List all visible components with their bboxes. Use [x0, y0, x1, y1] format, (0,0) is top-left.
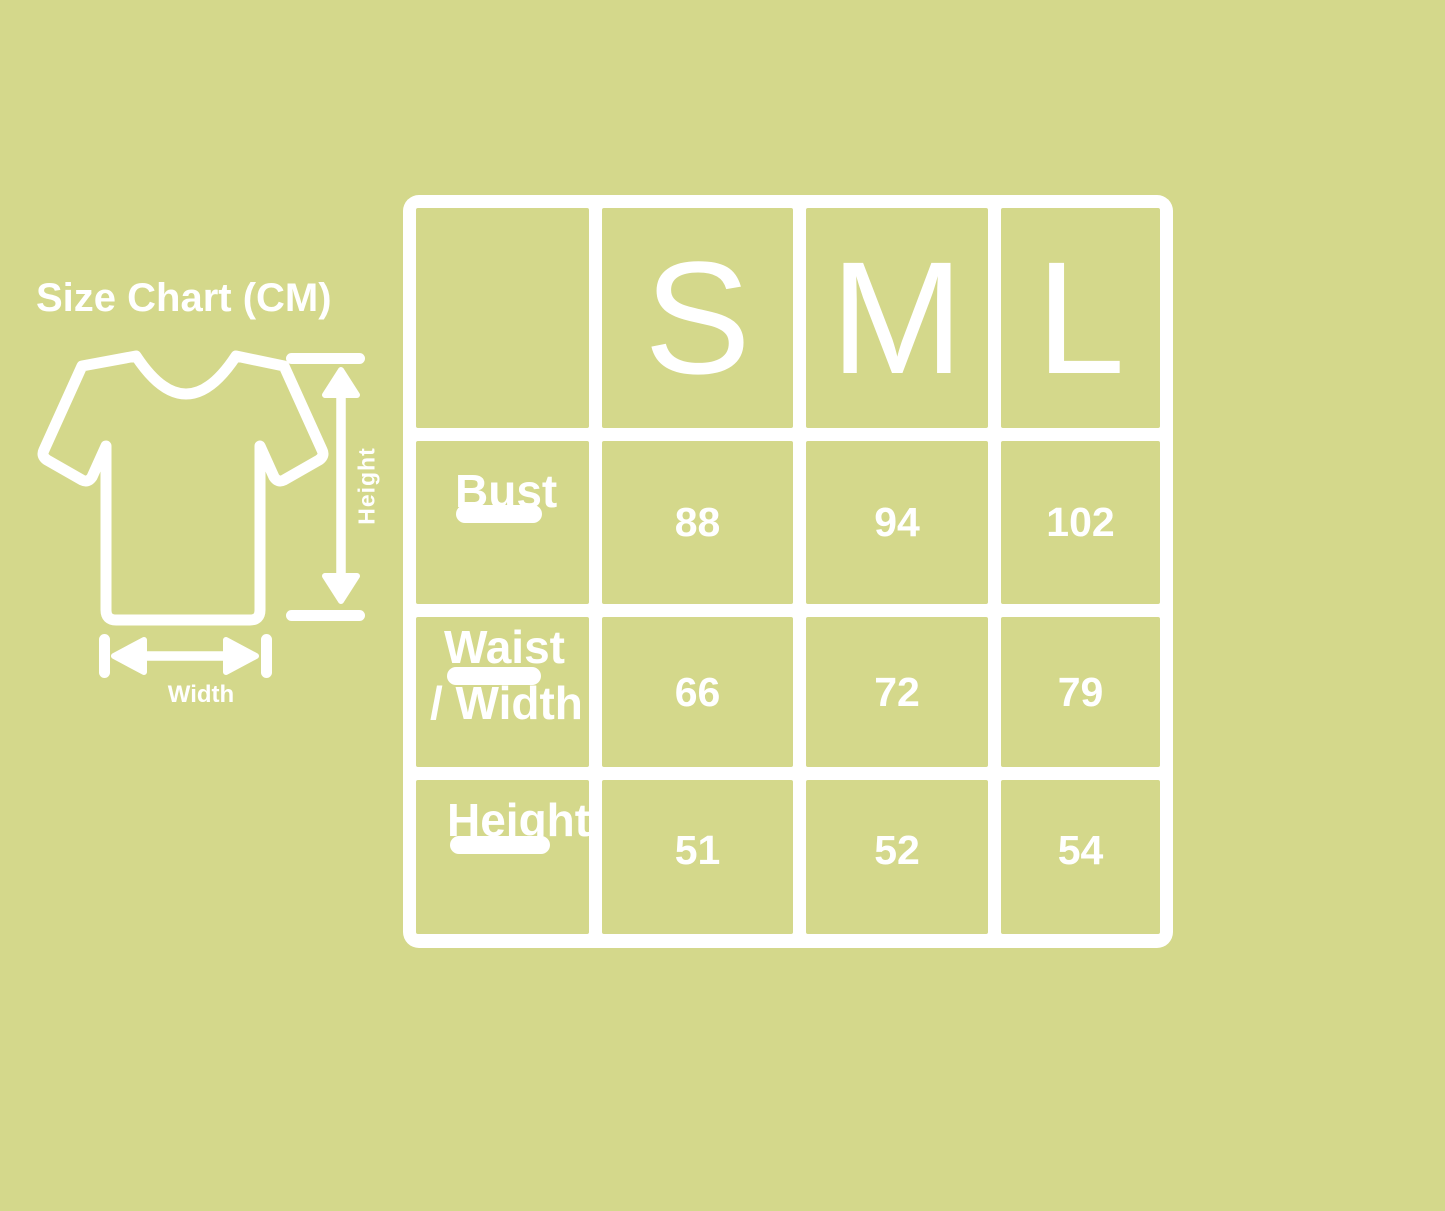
- width-arrow-icon: [99, 634, 272, 678]
- page-title: Size Chart (CM): [36, 276, 332, 320]
- row-label-word2: / Width: [430, 677, 583, 729]
- column-header-label: L: [1036, 228, 1125, 407]
- size-table: S M L Bust 88 94 102 Waist / Width 66: [403, 195, 1173, 948]
- tshirt-measurement-diagram: [37, 350, 365, 678]
- label-underline: [447, 667, 541, 685]
- cell-bust-l: 102: [1001, 441, 1160, 604]
- cell-waist-s: 66: [602, 617, 793, 767]
- label-underline: [456, 505, 542, 523]
- cell-value: 54: [1057, 826, 1104, 873]
- width-axis-label: Width: [167, 681, 235, 708]
- table-corner-cell: [416, 208, 589, 428]
- label-underline: [450, 836, 550, 854]
- column-header-l: L: [1001, 208, 1160, 428]
- cell-value: 52: [874, 826, 920, 873]
- cell-bust-m: 94: [806, 441, 988, 604]
- column-header-s: S: [602, 208, 793, 428]
- cell-bust-s: 88: [602, 441, 793, 604]
- row-label-waist-width: Waist / Width: [416, 617, 589, 767]
- tshirt-icon: [37, 350, 329, 626]
- cell-height-s: 51: [602, 780, 793, 934]
- height-arrow-icon: [286, 353, 365, 621]
- column-header-label: S: [644, 228, 751, 407]
- column-header-label: M: [830, 228, 964, 407]
- cell-height-m: 52: [806, 780, 988, 934]
- cell-waist-l: 79: [1001, 617, 1160, 767]
- cell-waist-m: 72: [806, 617, 988, 767]
- row-label-bust: Bust: [416, 441, 589, 604]
- cell-height-l: 54: [1001, 780, 1160, 934]
- column-header-m: M: [806, 208, 988, 428]
- height-axis-label: Height: [353, 447, 380, 525]
- row-label-text: Waist / Width: [416, 617, 589, 731]
- row-label-word: Waist: [444, 621, 565, 673]
- cell-value: 51: [674, 826, 721, 873]
- row-label-height: Height: [416, 780, 590, 934]
